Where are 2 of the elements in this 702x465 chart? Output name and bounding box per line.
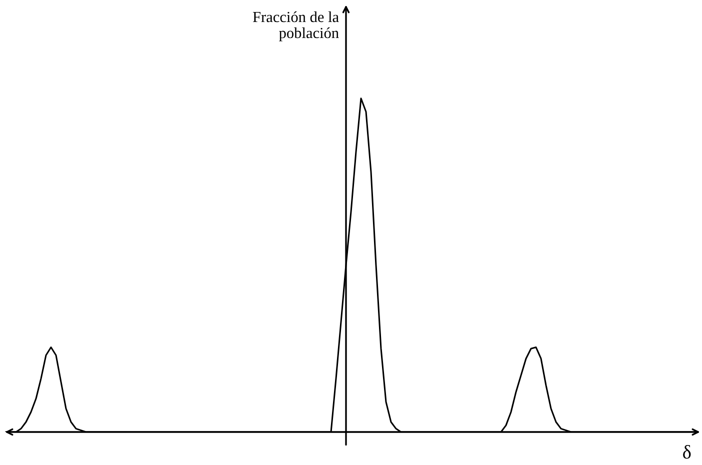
x-axis-title: δ bbox=[683, 444, 691, 459]
y-axis-title: Fracción de la población bbox=[252, 11, 339, 42]
